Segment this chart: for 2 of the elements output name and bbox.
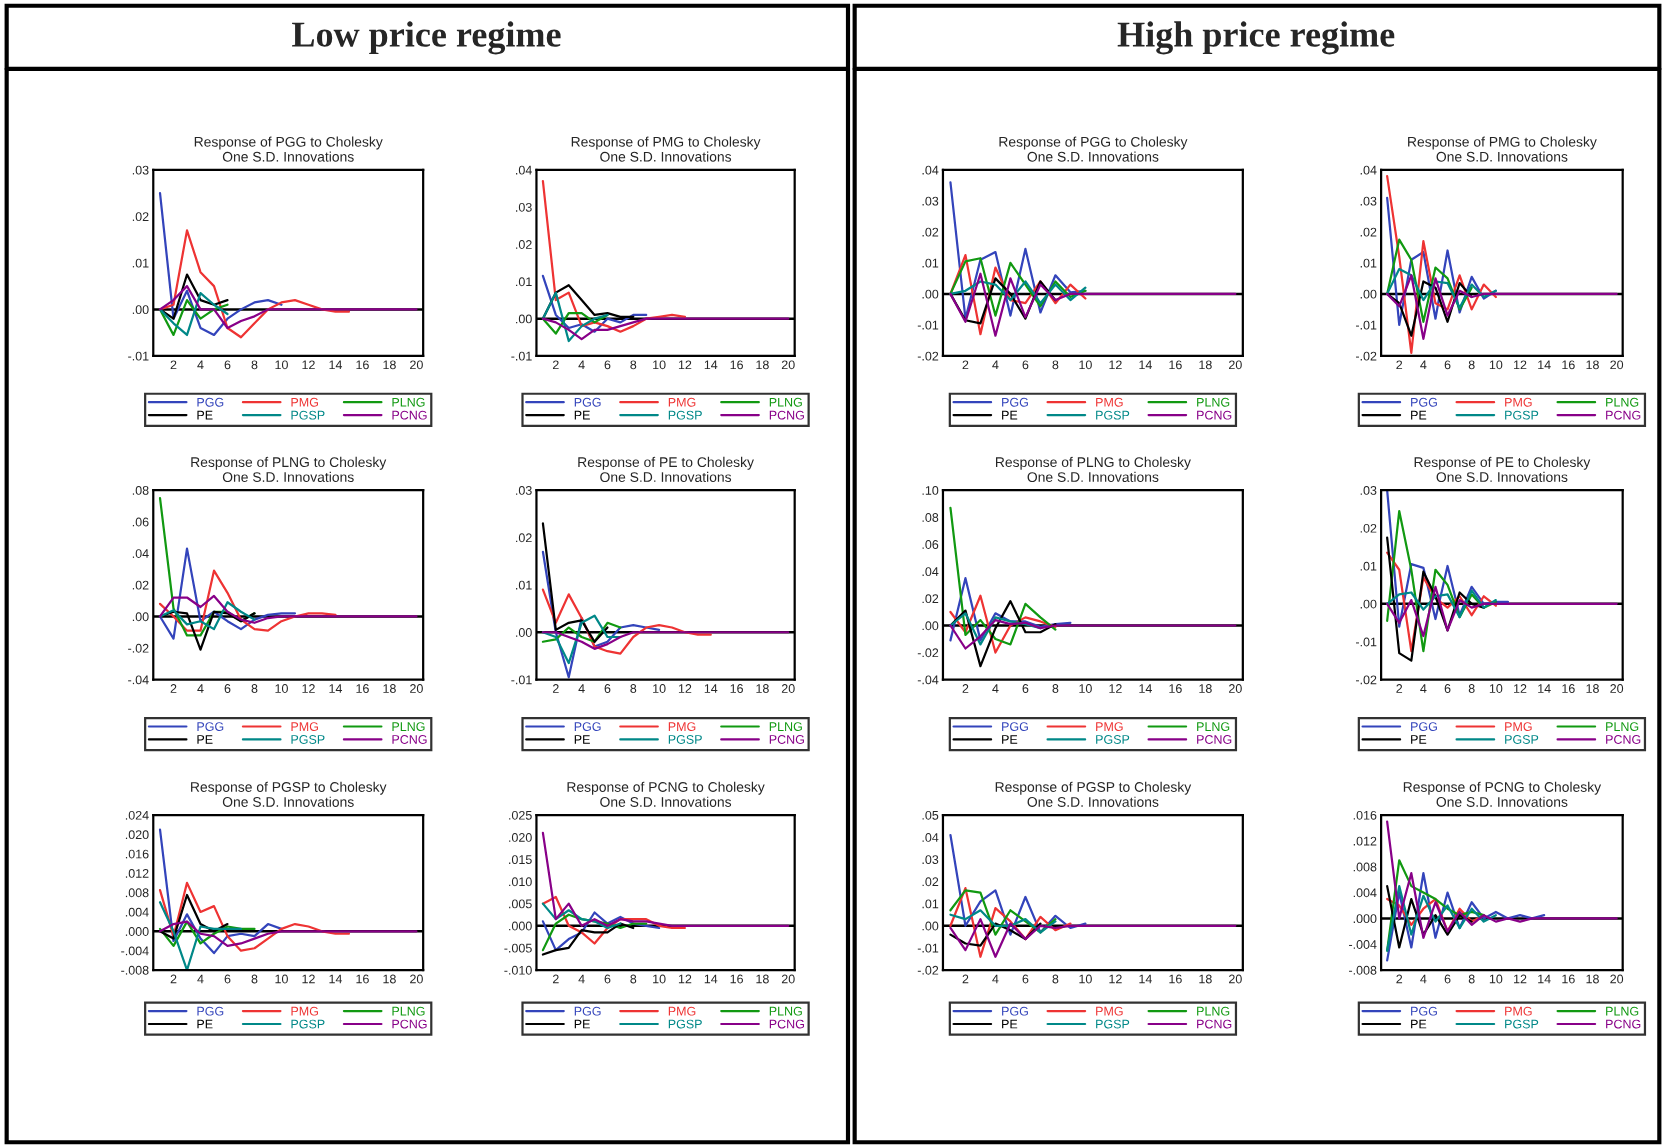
text: High price regime <box>1117 21 1395 55</box>
text: Low price regime <box>292 21 561 55</box>
